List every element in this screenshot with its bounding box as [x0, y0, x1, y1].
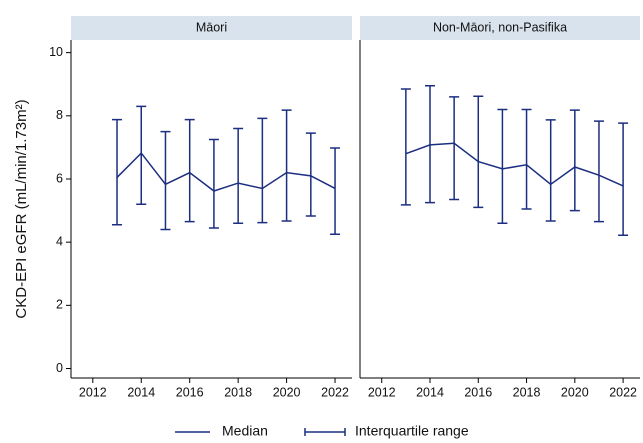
- y-tick-label: 2: [56, 298, 63, 312]
- x-tick-label: 2012: [368, 385, 396, 399]
- legend-iqr-swatch: [304, 428, 346, 436]
- error-bar: [400, 88, 411, 206]
- error-bar: [569, 109, 580, 212]
- median-line: [405, 142, 624, 187]
- x-tick-label: 2022: [609, 385, 637, 399]
- error-bar: [112, 118, 123, 226]
- panel-header: [71, 16, 352, 40]
- panel-title: Non-Māori, non-Pasifika: [433, 20, 567, 34]
- y-tick-label: 6: [56, 171, 63, 185]
- error-bar: [473, 95, 484, 209]
- y-tick-label: 4: [56, 234, 63, 248]
- panel-header: [360, 16, 640, 40]
- legend-label: Median: [222, 423, 268, 439]
- error-bar: [136, 105, 147, 206]
- error-bar: [618, 122, 629, 236]
- x-tick-label: 2020: [273, 385, 301, 399]
- error-bar: [257, 117, 268, 224]
- panel-title: Māori: [196, 20, 227, 34]
- x-tick-label: 2014: [127, 385, 155, 399]
- error-bar: [330, 147, 341, 236]
- error-bar: [305, 132, 316, 217]
- x-tick-label: 2020: [561, 385, 589, 399]
- error-bar: [208, 138, 219, 229]
- error-bar: [449, 96, 460, 201]
- y-tick-label: 10: [49, 45, 63, 59]
- x-tick-label: 2014: [416, 385, 444, 399]
- legend-label: Interquartile range: [355, 423, 469, 439]
- error-bar: [545, 119, 556, 222]
- x-tick-label: 2022: [321, 385, 349, 399]
- y-tick-label: 0: [56, 361, 63, 375]
- x-tick-label: 2018: [224, 385, 252, 399]
- error-bar: [160, 130, 171, 231]
- y-axis-label: CKD-EPI eGFR (mL/min/1.73m²): [13, 99, 30, 318]
- x-tick-label: 2018: [513, 385, 541, 399]
- error-bar: [521, 108, 532, 210]
- x-tick-label: 2012: [79, 385, 107, 399]
- error-bar: [593, 120, 604, 223]
- error-bar: [281, 109, 292, 222]
- error-bar: [497, 108, 508, 224]
- x-tick-label: 2016: [176, 385, 204, 399]
- x-tick-label: 2016: [464, 385, 492, 399]
- median-line: [116, 151, 336, 192]
- error-bar: [184, 118, 195, 223]
- y-tick-label: 8: [56, 108, 63, 122]
- error-bar: [233, 127, 244, 224]
